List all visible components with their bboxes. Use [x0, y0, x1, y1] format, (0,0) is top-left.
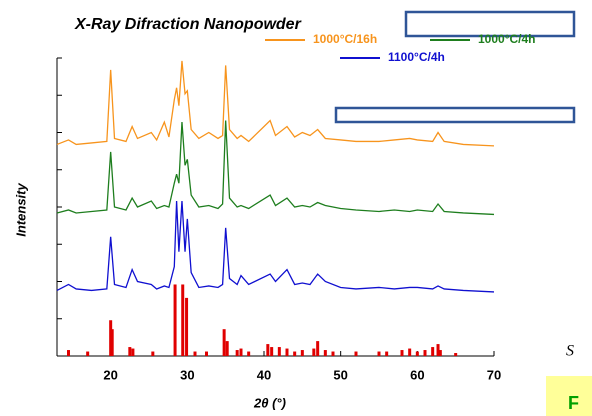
reference-stick	[277, 347, 281, 356]
reference-stick	[67, 350, 70, 356]
reference-stick	[181, 284, 185, 356]
reference-stick	[285, 348, 289, 356]
x-tick-label: 50	[333, 367, 347, 382]
legend-label: 1000°C/16h	[313, 32, 377, 46]
x-tick-label: 60	[410, 367, 424, 382]
x-axis-label: 2θ (°)	[253, 395, 286, 410]
reference-stick	[185, 297, 189, 356]
reference-stick	[431, 347, 435, 356]
reference-stick	[354, 351, 358, 356]
reference-stick	[110, 329, 114, 356]
reference-stick	[331, 351, 335, 356]
reference-stick	[235, 350, 239, 356]
reference-stick	[193, 351, 197, 356]
series-line	[56, 60, 495, 147]
reference-stick	[270, 347, 274, 356]
reference-stick	[377, 351, 381, 356]
reference-stick	[408, 348, 412, 356]
reference-stick	[266, 344, 270, 356]
text-fragment: S	[566, 343, 574, 360]
y-axis-label: Intensity	[13, 183, 28, 237]
reference-stick	[222, 329, 226, 356]
reference-stick	[173, 284, 177, 356]
text-fragment: F	[568, 393, 579, 413]
x-tick-label: 30	[180, 367, 194, 382]
reference-stick	[438, 350, 442, 356]
highlight-box	[546, 376, 592, 416]
chart-title: X-Ray Difraction Nanopowder	[74, 16, 302, 33]
reference-stick	[225, 341, 229, 356]
reference-stick	[247, 351, 251, 356]
reference-stick	[239, 348, 243, 356]
reference-stick	[131, 348, 135, 356]
reference-stick	[205, 351, 208, 356]
reference-stick	[415, 351, 419, 356]
reference-stick	[385, 351, 389, 356]
x-tick-label: 70	[487, 367, 501, 382]
reference-stick	[86, 351, 90, 356]
x-tick-label: 40	[257, 367, 271, 382]
reference-stick	[128, 347, 132, 356]
reference-stick	[293, 351, 297, 356]
reference-stick	[316, 341, 320, 356]
reference-stick	[400, 350, 404, 356]
series-line	[56, 201, 495, 293]
reference-stick	[300, 350, 304, 356]
x-tick-label: 20	[103, 367, 117, 382]
overlay-box	[404, 10, 576, 38]
legend-label: 1000°C/4h	[478, 32, 536, 46]
series-line	[56, 120, 495, 216]
reference-stick	[454, 353, 458, 356]
legend-label: 1100°C/4h	[388, 50, 445, 64]
reference-stick	[109, 320, 113, 356]
reference-stick	[323, 350, 327, 356]
overlay-box	[334, 106, 576, 124]
reference-stick	[151, 351, 155, 356]
reference-stick	[423, 350, 427, 356]
reference-stick	[312, 348, 316, 356]
reference-stick	[436, 344, 440, 356]
